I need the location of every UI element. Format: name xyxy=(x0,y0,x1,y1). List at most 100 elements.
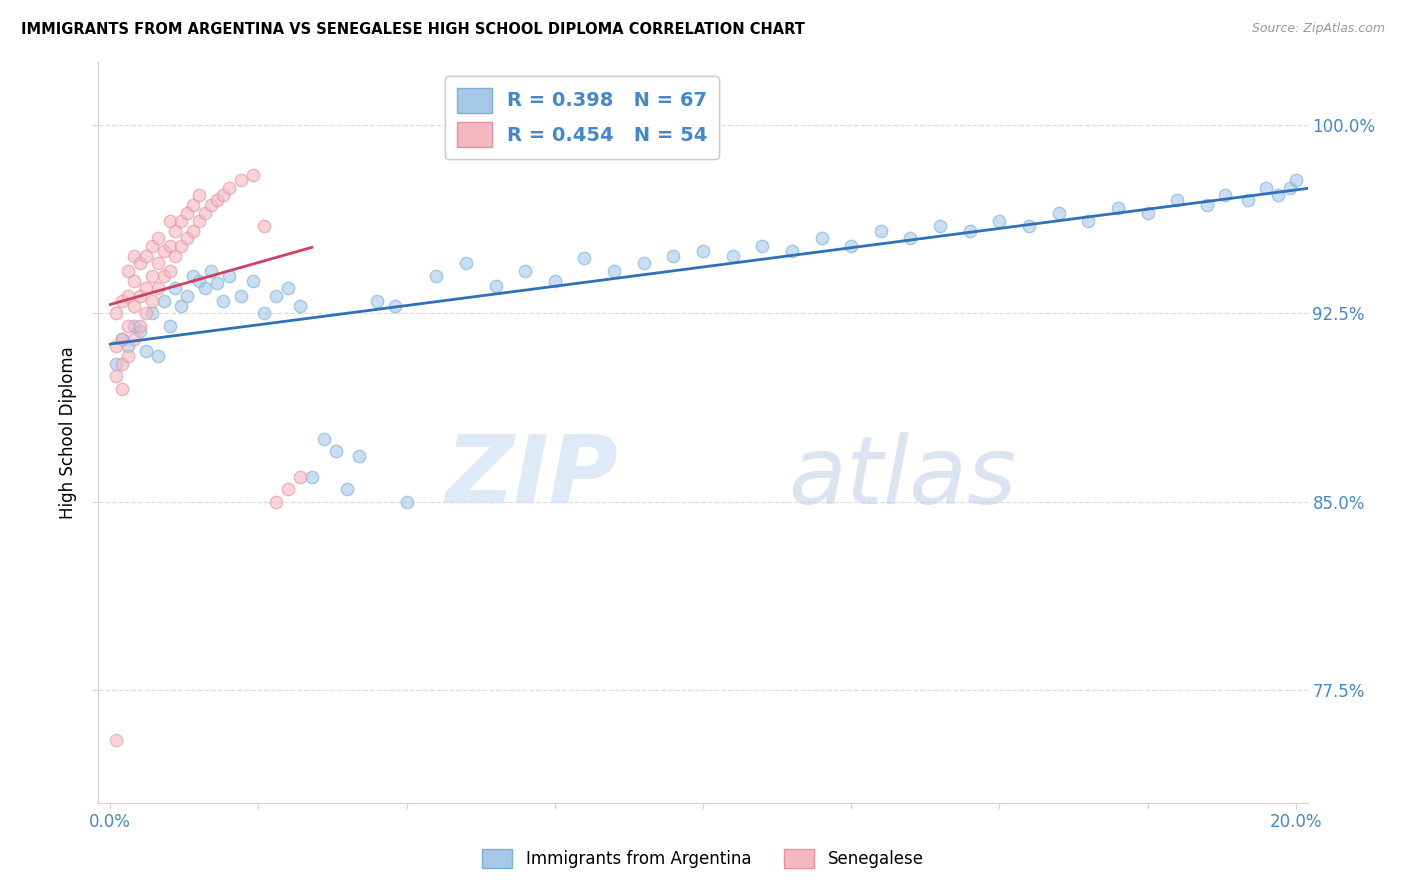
Point xyxy=(454,256,477,270)
Point xyxy=(129,289,152,303)
Point xyxy=(170,238,193,252)
Point xyxy=(1047,206,1070,220)
Point xyxy=(105,357,128,371)
Point xyxy=(929,219,952,233)
Point xyxy=(105,733,128,747)
Point xyxy=(484,278,506,293)
Point xyxy=(141,238,163,252)
Point xyxy=(780,244,803,258)
Point xyxy=(1018,219,1040,233)
Point xyxy=(159,213,181,227)
Point xyxy=(159,264,181,278)
Point xyxy=(117,339,139,353)
Point xyxy=(170,299,193,313)
Point xyxy=(181,198,204,212)
Point xyxy=(152,244,174,258)
Point xyxy=(152,293,174,308)
Point xyxy=(384,299,406,313)
Point xyxy=(146,281,169,295)
Point xyxy=(188,213,211,227)
Point xyxy=(264,494,287,508)
Point xyxy=(135,281,157,295)
Point xyxy=(194,281,217,295)
Point xyxy=(242,274,264,288)
Point xyxy=(253,219,276,233)
Point xyxy=(122,274,145,288)
Point xyxy=(633,256,655,270)
Point xyxy=(288,469,311,483)
Point xyxy=(662,249,685,263)
Point xyxy=(117,318,139,333)
Point xyxy=(1166,194,1188,208)
Point xyxy=(141,268,163,283)
Point xyxy=(176,231,198,245)
Legend: Immigrants from Argentina, Senegalese: Immigrants from Argentina, Senegalese xyxy=(475,842,931,875)
Point xyxy=(200,198,222,212)
Point xyxy=(165,281,187,295)
Point xyxy=(229,173,252,187)
Point xyxy=(146,349,169,363)
Point xyxy=(111,357,134,371)
Point xyxy=(395,494,418,508)
Point xyxy=(336,482,359,496)
Point xyxy=(1213,188,1236,202)
Point xyxy=(129,318,152,333)
Point xyxy=(264,289,287,303)
Text: ZIP: ZIP xyxy=(446,431,619,523)
Legend: R = 0.398   N = 67, R = 0.454   N = 54: R = 0.398 N = 67, R = 0.454 N = 54 xyxy=(444,76,720,159)
Point xyxy=(1278,181,1301,195)
Point xyxy=(218,181,240,195)
Point xyxy=(105,369,128,384)
Point xyxy=(105,339,128,353)
Point xyxy=(253,306,276,320)
Point xyxy=(1195,198,1218,212)
Point xyxy=(1237,194,1260,208)
Text: Source: ZipAtlas.com: Source: ZipAtlas.com xyxy=(1251,22,1385,36)
Point xyxy=(205,194,228,208)
Point xyxy=(117,264,139,278)
Point xyxy=(170,213,193,227)
Point xyxy=(117,289,139,303)
Point xyxy=(366,293,388,308)
Point xyxy=(425,268,447,283)
Point xyxy=(277,482,299,496)
Point xyxy=(1136,206,1159,220)
Point xyxy=(135,249,157,263)
Point xyxy=(347,450,370,464)
Point xyxy=(135,306,157,320)
Point xyxy=(111,331,134,345)
Point xyxy=(721,249,744,263)
Point xyxy=(751,238,773,252)
Point xyxy=(218,268,240,283)
Point xyxy=(188,274,211,288)
Point xyxy=(544,274,567,288)
Point xyxy=(122,299,145,313)
Point xyxy=(1077,213,1099,227)
Point xyxy=(111,382,134,396)
Point xyxy=(301,469,323,483)
Point xyxy=(122,331,145,345)
Point xyxy=(325,444,347,458)
Point xyxy=(288,299,311,313)
Point xyxy=(129,256,152,270)
Point xyxy=(159,238,181,252)
Point xyxy=(692,244,714,258)
Point xyxy=(515,264,537,278)
Point xyxy=(122,318,145,333)
Text: atlas: atlas xyxy=(787,432,1017,523)
Point xyxy=(146,231,169,245)
Point xyxy=(135,344,157,359)
Point xyxy=(117,349,139,363)
Point xyxy=(1254,181,1277,195)
Point xyxy=(146,256,169,270)
Point xyxy=(988,213,1011,227)
Point xyxy=(181,224,204,238)
Point xyxy=(839,238,862,252)
Point xyxy=(111,293,134,308)
Point xyxy=(129,324,152,338)
Point xyxy=(277,281,299,295)
Point xyxy=(152,268,174,283)
Point xyxy=(176,206,198,220)
Point xyxy=(312,432,335,446)
Text: IMMIGRANTS FROM ARGENTINA VS SENEGALESE HIGH SCHOOL DIPLOMA CORRELATION CHART: IMMIGRANTS FROM ARGENTINA VS SENEGALESE … xyxy=(21,22,806,37)
